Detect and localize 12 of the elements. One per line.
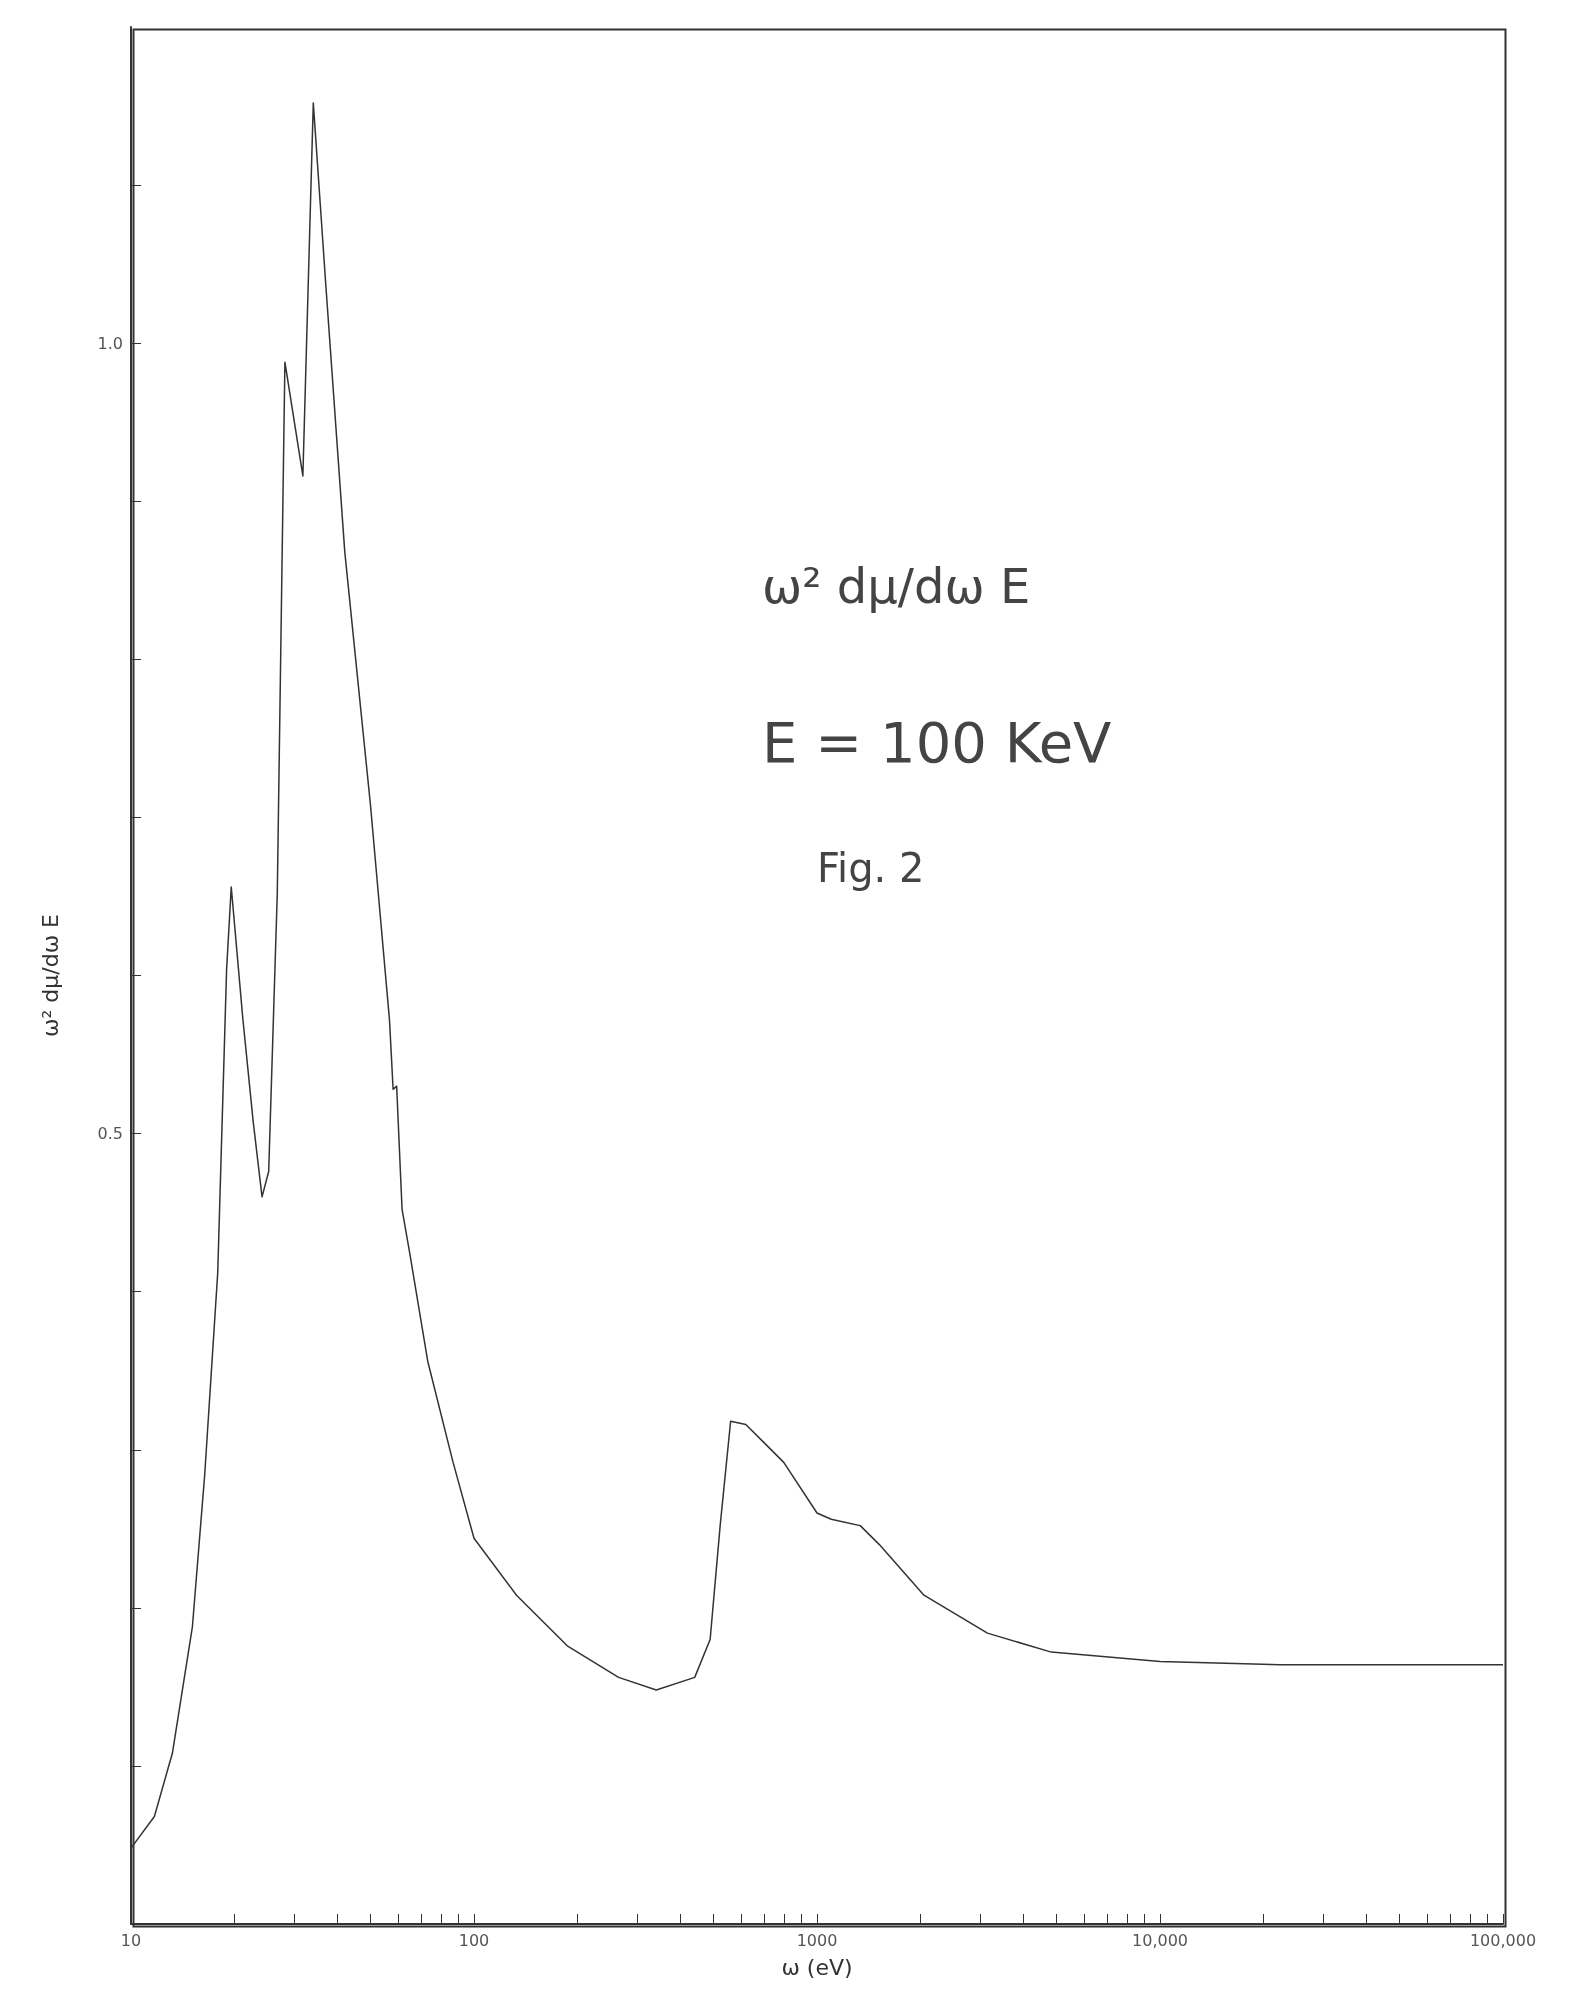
x-tick-label: 100 xyxy=(458,1930,490,1950)
y-axis-title: ω² dμ/dω E xyxy=(37,914,63,1037)
annotation: E = 100 KeV xyxy=(762,709,1112,775)
y-tick-label: 0.5 xyxy=(97,1124,123,1144)
x-tick-label: 10 xyxy=(120,1930,142,1950)
x-tick-label: 1000 xyxy=(796,1930,838,1950)
annotation: ω² dμ/dω E xyxy=(762,557,1031,614)
annotation: Fig. 2 xyxy=(817,844,925,891)
x-axis-title: ω (eV) xyxy=(781,1954,853,1980)
y-tick-label: 1.0 xyxy=(97,333,123,353)
x-tick-label: 10,000 xyxy=(1132,1930,1188,1950)
x-tick-label: 100,000 xyxy=(1469,1930,1537,1950)
